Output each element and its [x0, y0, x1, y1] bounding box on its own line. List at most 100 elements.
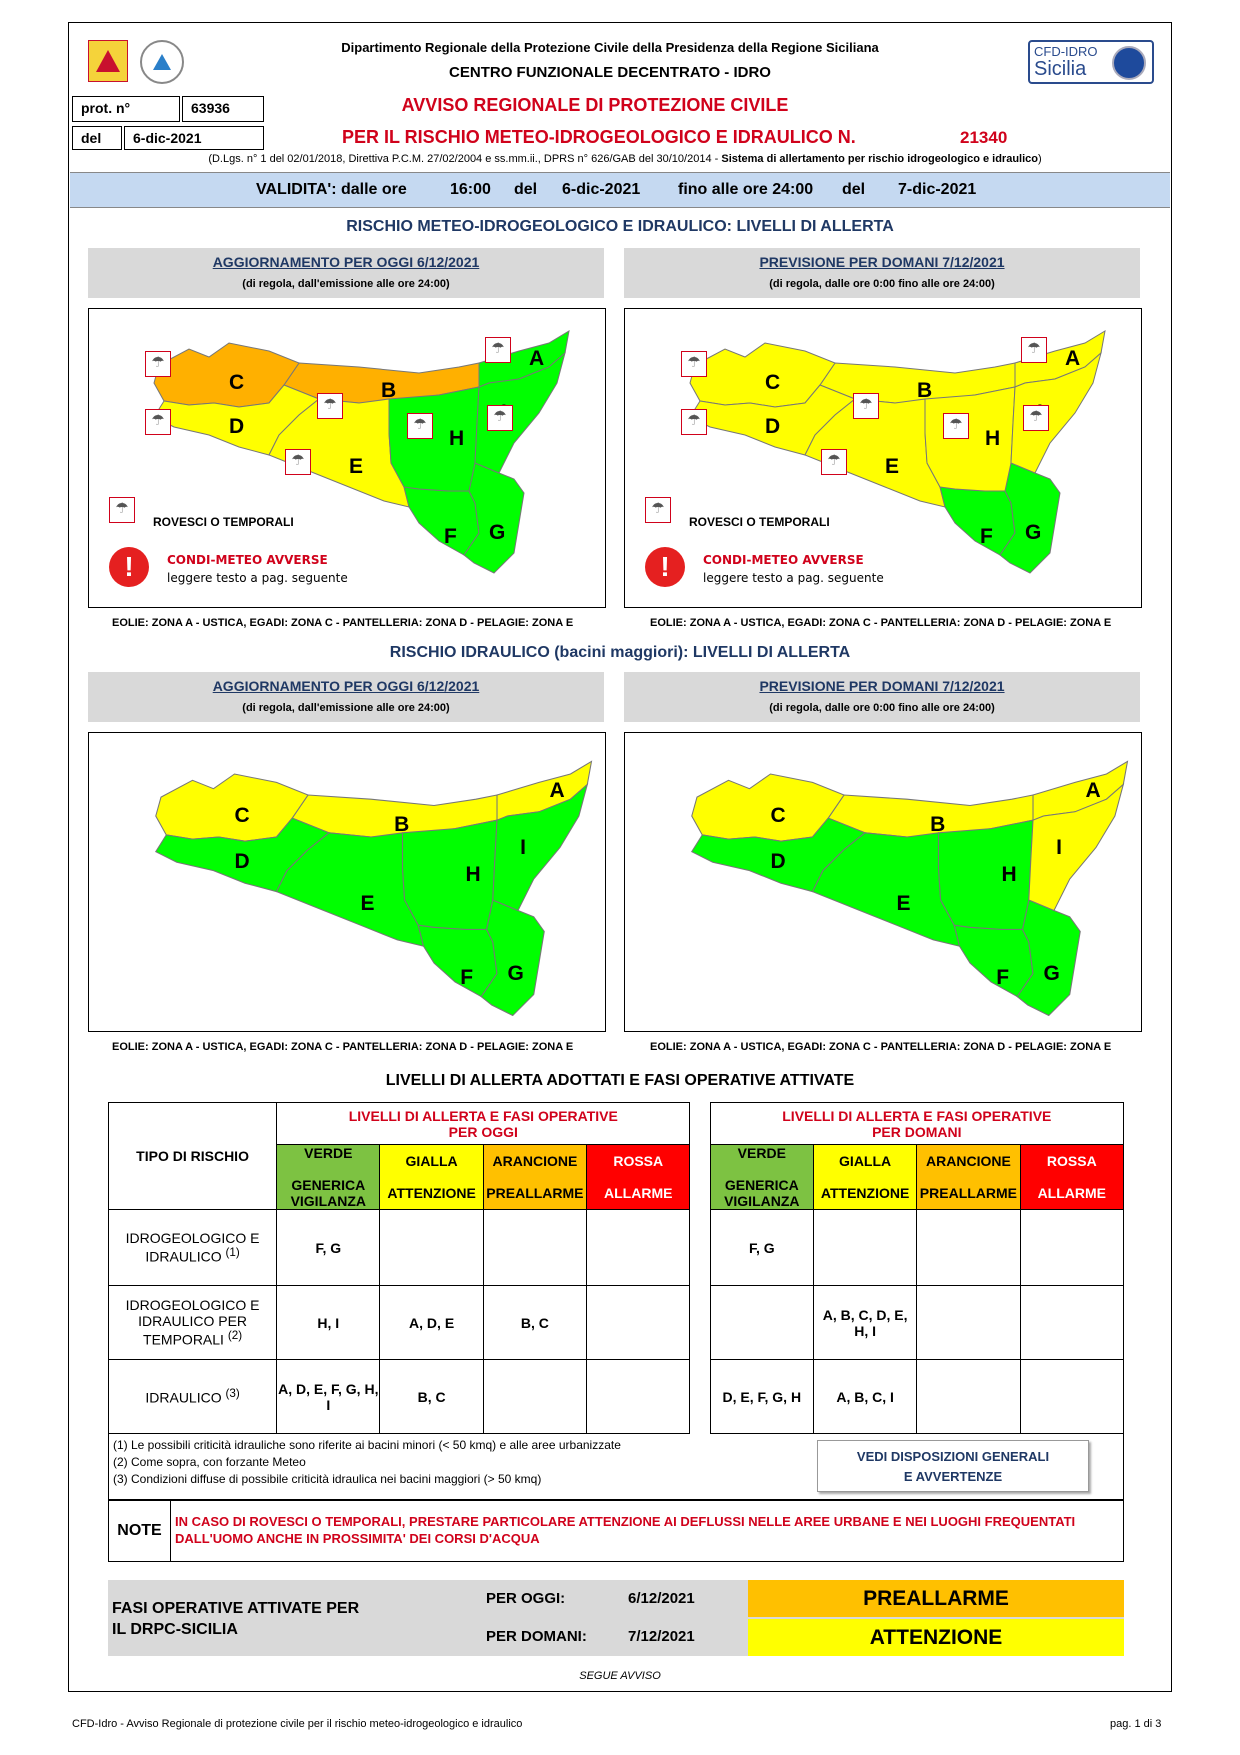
- storm-icon: ☂: [145, 409, 171, 435]
- zone-label-c: C: [234, 804, 250, 828]
- disposizioni-button[interactable]: VEDI DISPOSIZIONI GENERALI E AVVERTENZE: [817, 1440, 1089, 1492]
- col-gialla: GIALLA ATTENZIONE: [379, 1144, 484, 1210]
- sicily-map-svg: [153, 330, 570, 574]
- zone-label-c: C: [229, 371, 245, 394]
- storm-icon: ☂: [943, 413, 969, 439]
- zone-f: [939, 486, 1016, 556]
- section2-title: RISCHIO IDRAULICO (bacini maggiori): LIV…: [389, 644, 851, 661]
- zone-h: [401, 819, 498, 930]
- cell: [586, 1359, 691, 1434]
- col-arancione-tomorrow: ARANCIONE PREALLARME: [916, 1144, 1021, 1210]
- zone-label-a: A: [549, 778, 565, 802]
- zone-label-g: G: [1043, 961, 1060, 985]
- warning-icon: !: [645, 547, 685, 587]
- phases-tomorrow-date: 7/12/2021: [628, 1628, 695, 1645]
- phases-label: FASI OPERATIVE ATTIVATE PER IL DRPC-SICI…: [112, 1600, 360, 1638]
- tomorrow-header-1: PREVISIONE PER DOMANI 7/12/2021 (di rego…: [624, 248, 1140, 298]
- zone-label-f: F: [980, 525, 993, 548]
- zone-label-g: G: [489, 521, 506, 544]
- table-row: IDROGEOLOGICO E IDRAULICO PER TEMPORALI …: [107, 1285, 1125, 1360]
- islands-note-3: EOLIE: ZONA A - USTICA, EGADI: ZONA C - …: [112, 1041, 574, 1053]
- zone-f: [417, 924, 498, 998]
- legal-reference: (D.Lgs. n° 1 del 02/01/2018, Direttiva P…: [208, 153, 1042, 165]
- cfd-idro-logo: CFD-IDRO Sicilia: [1028, 40, 1154, 84]
- zone-label-b: B: [917, 379, 933, 402]
- tipo-header: TIPO DI RISCHIO: [107, 1102, 278, 1210]
- zone-label-b: B: [930, 812, 946, 836]
- zone-label-d: D: [765, 415, 781, 438]
- table-row: IDRAULICO (3) A, D, E, F, G, H, I B, C D…: [107, 1359, 1125, 1434]
- cell: B, C: [482, 1285, 588, 1360]
- warning-icon: !: [109, 547, 149, 587]
- footer-left: CFD-Idro - Avviso Regionale di protezion…: [72, 1718, 523, 1730]
- legend-adverse-sub: leggere testo a pag. seguente: [167, 571, 348, 585]
- zone-f: [403, 486, 480, 556]
- zone-h: [388, 386, 480, 492]
- zone-label-i: I: [1056, 835, 1062, 859]
- today-header-2: AGGIORNAMENTO PER OGGI 6/12/2021 (di reg…: [88, 672, 604, 722]
- row-label: IDROGEOLOGICO E IDRAULICO (1): [107, 1209, 278, 1286]
- islands-note-1: EOLIE: ZONA A - USTICA, EGADI: ZONA C - …: [112, 617, 574, 629]
- col-arancione: ARANCIONE PREALLARME: [482, 1144, 588, 1210]
- tomorrow-header-2: PREVISIONE PER DOMANI 7/12/2021 (di rego…: [624, 672, 1140, 722]
- zone-label-c: C: [765, 371, 781, 394]
- col-verde: VERDE GENERICA VIGILANZA: [276, 1144, 381, 1210]
- cell: [482, 1359, 588, 1434]
- note-text: IN CASO DI ROVESCI O TEMPORALI, PRESTARE…: [175, 1514, 1076, 1546]
- storm-icon: ☂: [487, 405, 513, 431]
- zone-f: [953, 924, 1034, 998]
- storm-icon: ☂: [1023, 405, 1049, 431]
- sicily-map-svg: [690, 760, 1129, 1017]
- cell: H, I: [276, 1285, 381, 1360]
- footnotes-box: (1) Le possibili criticità idrauliche so…: [108, 1434, 1124, 1500]
- zone-label-b: B: [394, 812, 410, 836]
- table-row: IDROGEOLOGICO E IDRAULICO (1) F, G F, G: [107, 1209, 1125, 1286]
- col-verde-tomorrow: VERDE GENERICA VIGILANZA: [709, 1144, 814, 1210]
- title-line1: AVVISO REGIONALE DI PROTEZIONE CIVILE: [401, 95, 789, 115]
- zone-label-d: D: [234, 850, 250, 874]
- zone-label-c: C: [770, 804, 786, 828]
- storm-icon: ☂: [145, 351, 171, 377]
- legend-adverse: CONDI-METEO AVVERSE: [167, 553, 328, 567]
- note-box: NOTE IN CASO DI ROVESCI O TEMPORALI, PRE…: [108, 1500, 1124, 1562]
- zone-label-d: D: [229, 415, 245, 438]
- table-spacer: [689, 1102, 711, 1434]
- cell: [916, 1209, 1021, 1286]
- row-label: IDRAULICO (3): [107, 1359, 278, 1434]
- avviso-number: 21340: [960, 128, 1008, 147]
- zone-label-a: A: [529, 347, 545, 370]
- zone-label-h: H: [1001, 862, 1017, 886]
- prot-del-label: del: [72, 126, 122, 150]
- zone-label-e: E: [360, 892, 375, 916]
- zone-h: [924, 386, 1016, 492]
- cell: A, D, E: [379, 1285, 484, 1360]
- zone-label-e: E: [885, 455, 900, 478]
- section1-title: RISCHIO METEO-IDROGEOLOGICO E IDRAULICO:…: [346, 218, 894, 235]
- islands-note-2: EOLIE: ZONA A - USTICA, EGADI: ZONA C - …: [650, 617, 1112, 629]
- cell: A, B, C, I: [812, 1359, 918, 1434]
- storm-legend-icon: ☂: [109, 497, 135, 523]
- storm-legend-icon: ☂: [645, 497, 671, 523]
- zone-label-b: B: [381, 379, 397, 402]
- cell: [916, 1359, 1021, 1434]
- storm-icon: ☂: [485, 337, 511, 363]
- phase-today-badge: PREALLARME: [748, 1580, 1124, 1617]
- cfd-emblem-icon: [1112, 46, 1146, 80]
- storm-icon: ☂: [821, 449, 847, 475]
- prot-value: 63936: [182, 96, 264, 122]
- storm-icon: ☂: [853, 393, 879, 419]
- phases-box: FASI OPERATIVE ATTIVATE PER IL DRPC-SICI…: [108, 1580, 1124, 1656]
- page-frame: [68, 22, 1172, 1692]
- storm-icon: ☂: [285, 449, 311, 475]
- tomorrow-levels-header: LIVELLI DI ALLERTA E FASI OPERATIVE PER D…: [709, 1102, 1125, 1145]
- storm-icon: ☂: [1021, 337, 1047, 363]
- storm-icon: ☂: [317, 393, 343, 419]
- today-header-1: AGGIORNAMENTO PER OGGI 6/12/2021 (di reg…: [88, 248, 604, 298]
- zone-label-f: F: [460, 965, 474, 989]
- cell: B, C: [379, 1359, 484, 1434]
- legend-storms: ROVESCI O TEMPORALI: [153, 515, 294, 529]
- zone-label-h: H: [465, 862, 481, 886]
- storm-icon: ☂: [681, 409, 707, 435]
- zone-label-h: H: [449, 427, 465, 450]
